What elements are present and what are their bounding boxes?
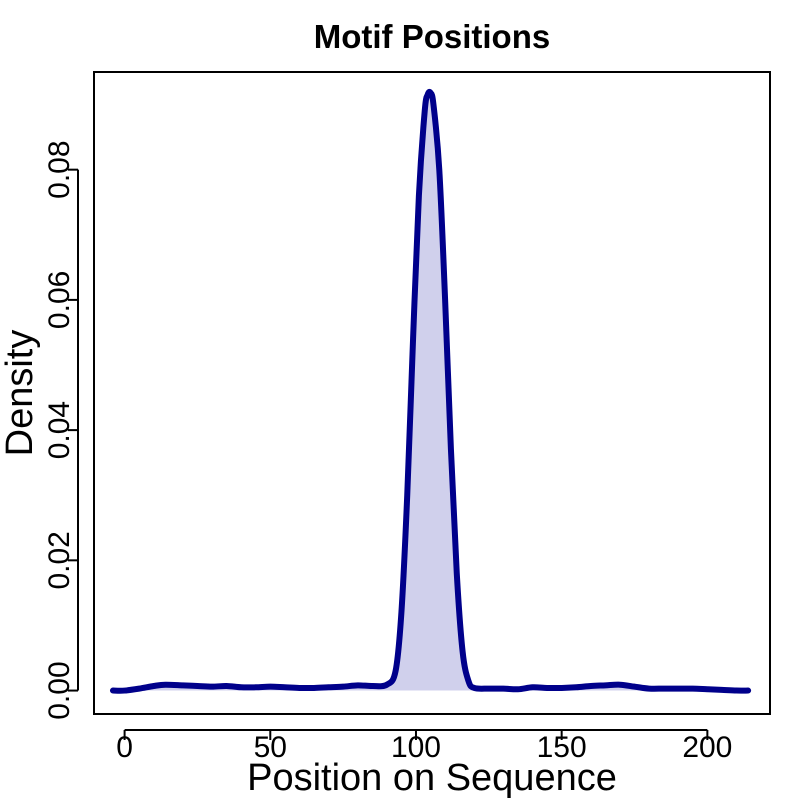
y-tick-label: 0.08 — [43, 140, 76, 198]
x-tick-label: 150 — [537, 731, 587, 764]
density-area-fill — [112, 91, 749, 691]
y-tick-label: 0.06 — [43, 271, 76, 329]
x-axis-label: Position on Sequence — [247, 757, 617, 799]
x-tick-label: 50 — [254, 731, 287, 764]
density-line — [109, 89, 752, 694]
y-axis: 0.00 0.02 0.04 0.06 0.08 — [43, 140, 79, 720]
y-axis-label: Density — [0, 330, 41, 457]
x-tick-label: 100 — [391, 731, 441, 764]
plot-frame — [93, 71, 771, 715]
x-tick-label: 0 — [116, 731, 133, 764]
y-tick-label: 0.02 — [43, 531, 76, 589]
chart-title: Motif Positions — [314, 18, 550, 55]
y-tick-label: 0.04 — [43, 401, 76, 459]
x-tick-label: 200 — [682, 731, 732, 764]
y-tick-label: 0.00 — [43, 661, 76, 719]
x-axis: 0 50 100 150 200 — [116, 729, 732, 764]
